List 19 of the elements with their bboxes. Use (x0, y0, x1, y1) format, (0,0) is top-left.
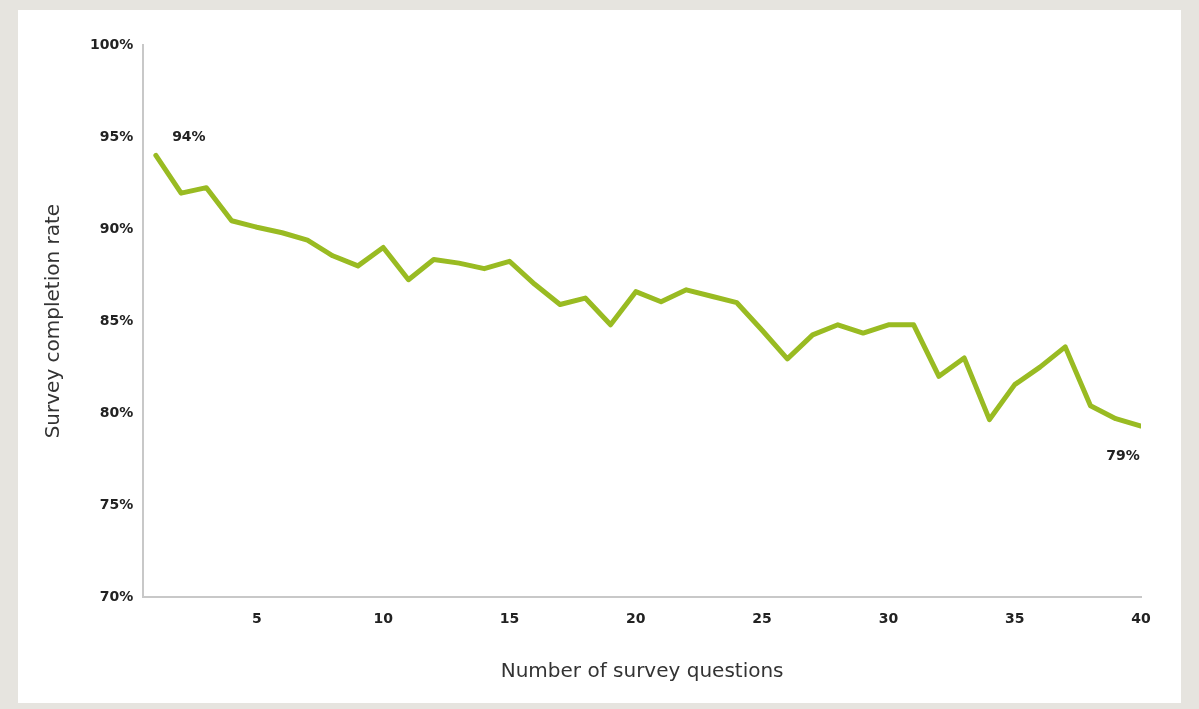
y-tick-label: 90% (99, 219, 134, 236)
y-tick-label: 85% (99, 311, 134, 328)
x-tick-label: 15 (499, 610, 520, 627)
x-tick-label: 20 (626, 610, 646, 627)
y-tick-label: 70% (99, 587, 134, 604)
y-tick-label: 100% (89, 35, 134, 52)
y-axis-title: Survey completion rate (40, 203, 65, 439)
annotation: 79% (1106, 446, 1140, 463)
x-axis-title: Number of survey questions (500, 658, 784, 683)
x-tick-label: 10 (373, 610, 394, 627)
x-tick-label: 40 (1131, 610, 1151, 627)
y-tick-label: 95% (99, 127, 134, 144)
x-tick-label: 35 (1004, 610, 1025, 627)
x-tick-label: 25 (752, 610, 772, 627)
x-tick-label: 5 (252, 610, 262, 627)
y-tick-label: 75% (99, 495, 134, 512)
x-tick-label: 30 (878, 610, 899, 627)
y-tick-label: 80% (99, 403, 134, 420)
annotation: 94% (172, 128, 206, 145)
